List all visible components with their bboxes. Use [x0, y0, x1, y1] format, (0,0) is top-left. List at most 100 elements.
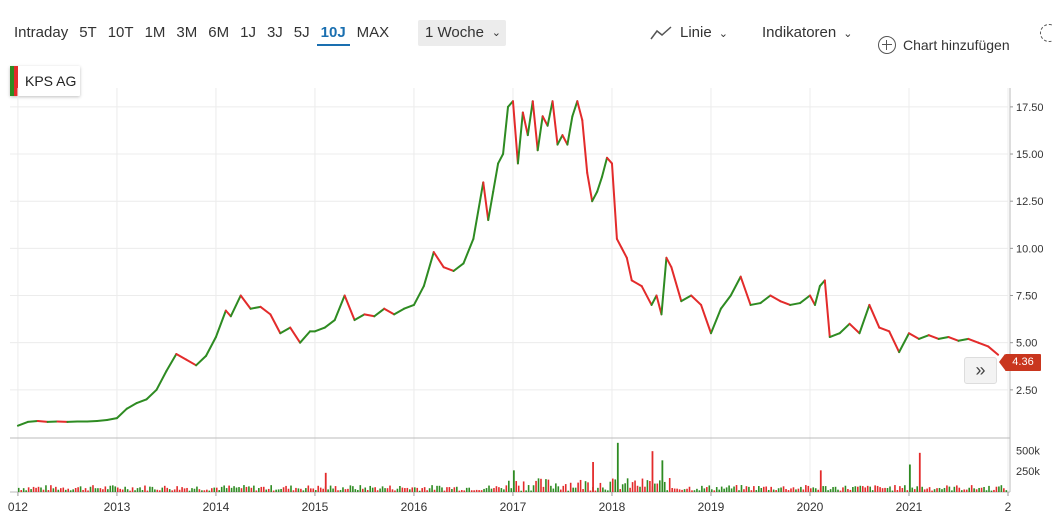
volume-bar — [520, 490, 522, 492]
volume-bar — [218, 490, 221, 492]
indicators-dropdown[interactable]: Indikatoren ⌄ — [762, 22, 852, 44]
volume-bar — [871, 490, 874, 492]
x-tick-label: 2 — [1005, 500, 1012, 514]
price-line-segment — [848, 322, 861, 335]
volume-bar — [844, 485, 847, 492]
volume-bar — [668, 478, 671, 492]
price-line-segment — [229, 294, 242, 318]
volume-bar — [983, 486, 985, 492]
range-tab-3m[interactable]: 3M — [176, 24, 198, 41]
volume-bar — [958, 487, 961, 492]
price-line-segment — [185, 358, 198, 367]
range-tab-1j[interactable]: 1J — [240, 24, 256, 41]
price-line-segment — [239, 294, 252, 310]
interval-dropdown[interactable]: 1 Woche ⌄ — [418, 20, 506, 46]
volume-bar — [901, 488, 904, 492]
volume-bar — [904, 485, 906, 492]
price-line-segment — [878, 326, 891, 333]
line-type-dropdown[interactable]: Linie ⌄ — [650, 22, 728, 44]
volume-bar — [488, 485, 490, 492]
volume-bar — [733, 486, 735, 492]
volume-bar — [17, 487, 20, 492]
range-tab-1m[interactable]: 1M — [144, 24, 166, 41]
price-line-segment — [96, 419, 109, 422]
range-tab-5j[interactable]: 5J — [293, 24, 310, 41]
volume-bar — [597, 487, 599, 492]
volume-bar — [988, 485, 990, 492]
price-line-segment — [313, 326, 326, 333]
price-line-segment — [175, 352, 188, 361]
price-line-segment — [858, 303, 871, 335]
volume-bar — [896, 490, 899, 492]
x-tick-label: 2015 — [302, 500, 329, 514]
volume-bar — [621, 484, 624, 492]
price-line-segment — [546, 100, 554, 127]
volume-bar — [84, 488, 87, 492]
volume-bar — [614, 479, 617, 492]
volume-bar — [344, 489, 347, 492]
scroll-to-latest-button[interactable]: » — [964, 357, 997, 384]
volume-bar — [233, 486, 235, 492]
price-line-segment — [898, 332, 910, 354]
volume-bar — [87, 490, 89, 492]
volume-bar — [654, 483, 656, 492]
volume-bar — [698, 490, 701, 492]
volume-bar — [760, 488, 763, 492]
volume-bar — [27, 487, 30, 492]
volume-bar — [473, 490, 475, 492]
volume-bar — [235, 487, 238, 492]
range-tab-3j[interactable]: 3J — [266, 24, 283, 41]
volume-bar — [557, 486, 560, 492]
y-tick-label: 2.50 — [1016, 385, 1037, 397]
x-tick-label: 2021 — [896, 500, 923, 514]
range-tab-10t[interactable]: 10T — [107, 24, 134, 41]
volume-bar — [302, 490, 305, 492]
volume-bar — [364, 487, 367, 492]
volume-bar — [839, 490, 842, 492]
volume-bar — [587, 482, 589, 492]
volume-bar — [290, 485, 292, 492]
volume-bar — [262, 486, 265, 492]
price-line-segment — [655, 294, 663, 316]
range-tab-max[interactable]: MAX — [356, 24, 390, 41]
price-line-segment — [472, 181, 485, 240]
volume-bar — [946, 485, 948, 492]
volume-bar — [443, 490, 446, 492]
volume-bar — [515, 481, 518, 492]
volume-bar — [297, 488, 300, 492]
volume-bar — [411, 487, 414, 492]
price-line-segment — [719, 294, 732, 310]
gear-icon[interactable] — [1040, 24, 1052, 42]
volume-bar — [366, 490, 369, 492]
range-tab-intraday[interactable]: Intraday — [14, 24, 69, 41]
volume-bar — [817, 489, 820, 492]
range-tab-6m[interactable]: 6M — [208, 24, 230, 41]
price-line-segment — [26, 419, 39, 423]
volume-bar — [931, 490, 933, 492]
volume-bar — [295, 487, 297, 492]
range-tab-10j[interactable]: 10J — [316, 22, 350, 46]
volume-bar — [661, 460, 664, 492]
range-tab-5t[interactable]: 5T — [79, 24, 97, 41]
add-chart-button[interactable]: Chart hinzufügen — [878, 34, 1010, 56]
volume-bar — [208, 490, 211, 492]
volume-bar — [777, 488, 780, 492]
volume-bar — [762, 486, 765, 492]
volume-bar — [168, 489, 171, 492]
volume-bar — [196, 486, 198, 492]
volume-bar — [616, 442, 619, 492]
volume-bar — [641, 478, 644, 492]
volume-bar — [89, 486, 92, 492]
series-legend[interactable]: KPS AG — [10, 66, 81, 96]
volume-bar — [141, 490, 144, 492]
price-line-segment — [36, 419, 49, 423]
price-line-segment — [888, 330, 901, 354]
volume-bar — [740, 485, 743, 492]
volume-bar — [475, 489, 478, 492]
volume-bar — [111, 485, 114, 492]
volume-bar — [827, 490, 829, 492]
volume-bar — [161, 487, 164, 492]
volume-bar — [975, 489, 978, 492]
volume-bar — [611, 478, 614, 492]
